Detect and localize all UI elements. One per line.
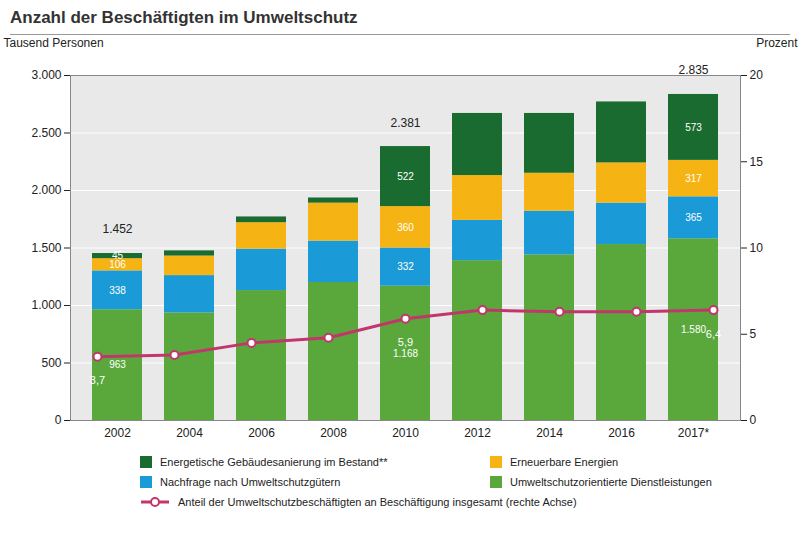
svg-text:2017*: 2017* [678, 426, 710, 440]
svg-text:3,7: 3,7 [90, 374, 105, 386]
svg-text:338: 338 [109, 285, 126, 296]
svg-text:2.500: 2.500 [31, 126, 61, 140]
html-text:Anteil der Umweltschutzbeschäf: Anteil der Umweltschutzbeschäftigten an … [178, 496, 577, 508]
svg-text:2006: 2006 [248, 426, 275, 440]
svg-text:317: 317 [685, 173, 702, 184]
svg-text:1.000: 1.000 [31, 298, 61, 312]
svg-text:2012: 2012 [464, 426, 491, 440]
svg-text:2008: 2008 [320, 426, 347, 440]
svg-text:2.000: 2.000 [31, 183, 61, 197]
html-text:Anzahl der Beschäftigten im Um: Anzahl der Beschäftigten im Umweltschutz [10, 8, 358, 27]
svg-text:573: 573 [685, 122, 702, 133]
svg-text:5,9: 5,9 [398, 336, 413, 348]
svg-text:Prozent: Prozent [756, 36, 798, 50]
html-text:Erneuerbare Energien: Erneuerbare Energien [510, 456, 619, 468]
svg-text:522: 522 [397, 171, 414, 182]
svg-text:10: 10 [750, 241, 764, 255]
svg-text:1.580: 1.580 [681, 324, 706, 335]
svg-text:963: 963 [109, 359, 126, 370]
svg-text:2016: 2016 [608, 426, 635, 440]
svg-text:332: 332 [397, 261, 414, 272]
svg-text:2002: 2002 [104, 426, 131, 440]
svg-text:1.168: 1.168 [393, 348, 418, 359]
svg-text:106: 106 [109, 259, 126, 270]
svg-text:1.500: 1.500 [31, 241, 61, 255]
svg-text:360: 360 [397, 222, 414, 233]
svg-text:5: 5 [750, 327, 757, 341]
svg-text:0: 0 [55, 413, 62, 427]
svg-text:2010: 2010 [392, 426, 419, 440]
svg-text:20: 20 [750, 68, 764, 82]
svg-text:45: 45 [112, 250, 124, 261]
svg-text:2014: 2014 [536, 426, 563, 440]
svg-text:2.381: 2.381 [390, 116, 420, 130]
svg-text:15: 15 [750, 155, 764, 169]
html-text:Nachfrage nach Umweltschutzgüt: Nachfrage nach Umweltschutzgütern [160, 476, 341, 488]
svg-text:1.452: 1.452 [102, 222, 132, 236]
svg-text:2.835: 2.835 [678, 63, 709, 78]
html-text:Energetische Gebäudesanierung: Energetische Gebäudesanierung im Bestand… [160, 456, 388, 468]
svg-text:6,4: 6,4 [706, 328, 721, 340]
svg-text:0: 0 [750, 413, 757, 427]
html-text:Umweltschutzorientierte Dienst: Umweltschutzorientierte Dienstleistungen [510, 476, 712, 488]
svg-text:3.000: 3.000 [31, 68, 61, 82]
svg-text:500: 500 [41, 356, 61, 370]
svg-text:365: 365 [685, 212, 702, 223]
svg-text:Tausend Personen: Tausend Personen [4, 36, 104, 50]
svg-text:2004: 2004 [176, 426, 203, 440]
